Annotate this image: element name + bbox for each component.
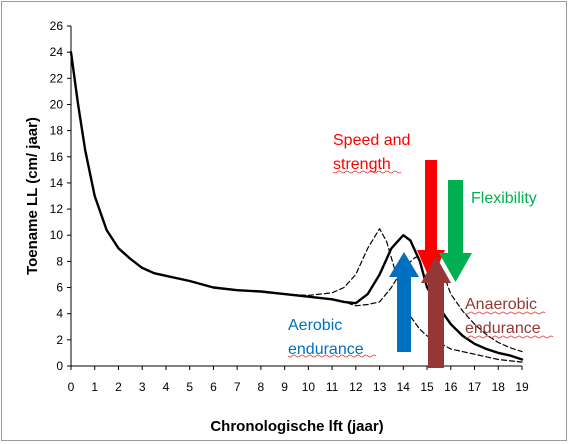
x-tick-label: 1	[91, 380, 98, 394]
y-tick-label: 20	[50, 97, 64, 111]
x-tick-label: 0	[68, 380, 75, 394]
y-tick-label: 22	[50, 71, 64, 85]
x-tick-label: 12	[349, 380, 363, 394]
x-tick-label: 18	[492, 380, 506, 394]
annotation-aerobic: Aerobic endurance	[288, 317, 364, 358]
annotation-speed-strength: Speed and strength	[333, 132, 415, 173]
x-axis-ticks: 0 1 2 3 4 5 6 7 8 9 10 11 12 13 14 15 16 17 18 19	[68, 366, 529, 394]
arrow-speed-strength	[417, 160, 445, 282]
y-tick-label: 4	[56, 307, 63, 321]
spellcheck-underline	[287, 354, 377, 358]
x-axis-title: Chronologische lft (jaar)	[210, 418, 383, 435]
y-tick-label: 14	[50, 176, 64, 190]
y-tick-label: 10	[50, 228, 64, 242]
y-tick-label: 2	[56, 333, 63, 347]
y-tick-label: 0	[56, 359, 63, 373]
x-tick-label: 9	[281, 380, 288, 394]
y-tick-label: 6	[56, 281, 63, 295]
x-tick-label: 16	[444, 380, 458, 394]
x-tick-label: 10	[302, 380, 316, 394]
x-tick-label: 5	[186, 380, 193, 394]
x-tick-label: 4	[163, 380, 170, 394]
arrow-anaerobic	[421, 256, 451, 368]
y-tick-label: 12	[50, 202, 64, 216]
x-tick-label: 7	[234, 380, 241, 394]
x-tick-label: 14	[397, 380, 411, 394]
x-tick-label: 19	[515, 380, 529, 394]
y-axis-title: Toename LL (cm/ jaar)	[24, 117, 41, 275]
annotation-anaerobic: Anaerobic endurance	[465, 296, 542, 337]
arrow-flexibility	[439, 180, 472, 282]
series-line-solid	[69, 51, 524, 361]
y-tick-label: 8	[56, 254, 63, 268]
spellcheck-underline	[332, 170, 402, 174]
x-tick-label: 17	[468, 380, 482, 394]
arrow-aerobic	[389, 252, 419, 352]
y-tick-label: 24	[50, 45, 64, 59]
x-tick-label: 8	[258, 380, 265, 394]
y-tick-label: 16	[50, 150, 64, 164]
x-tick-label: 6	[210, 380, 217, 394]
x-tick-label: 15	[420, 380, 434, 394]
axes	[70, 26, 522, 367]
x-tick-label: 3	[139, 380, 146, 394]
x-tick-label: 2	[115, 380, 122, 394]
x-tick-label: 13	[373, 380, 387, 394]
annotation-flexibility: Flexibility	[471, 190, 537, 207]
y-tick-label: 26	[50, 19, 64, 33]
spellcheck-underline	[464, 335, 554, 339]
x-tick-label: 11	[326, 380, 339, 394]
y-tick-label: 18	[50, 124, 64, 138]
spellcheck-underline	[464, 311, 546, 315]
